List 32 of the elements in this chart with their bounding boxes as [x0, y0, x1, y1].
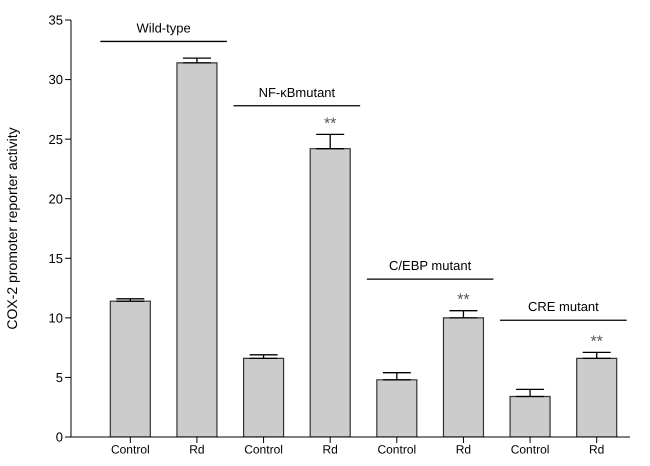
annotation: ** — [324, 115, 336, 132]
y-tick-label: 15 — [48, 250, 63, 266]
x-tick-label: Control — [377, 442, 416, 457]
y-tick-label: 35 — [48, 12, 63, 28]
x-tick-label: Control — [110, 442, 150, 457]
bar — [509, 396, 551, 437]
annotation: CRE mutant — [528, 299, 600, 314]
bar — [176, 62, 218, 437]
x-tick-label: Rd — [322, 442, 338, 457]
y-tick-label: 10 — [48, 310, 63, 326]
y-tick-label: 25 — [48, 132, 63, 147]
annotation: ** — [457, 292, 470, 309]
x-tick-label: Rd — [189, 442, 205, 457]
bar — [376, 379, 418, 437]
bar — [110, 300, 151, 437]
annotation: NF-κBmutant — [258, 84, 336, 100]
y-tick-label: 5 — [56, 370, 63, 386]
x-tick-label: Control — [510, 442, 550, 457]
bar — [310, 148, 351, 437]
x-tick-label: Rd — [456, 442, 472, 457]
bar — [442, 317, 484, 437]
annotation: Wild-type — [136, 20, 191, 36]
annotation: ** — [590, 333, 603, 350]
y-tick-label: 0 — [56, 430, 63, 445]
y-tick-label: 30 — [48, 72, 63, 88]
x-tick-label: Control — [244, 442, 283, 457]
annotation: C/EBP mutant — [389, 258, 472, 274]
y-tick-label: 20 — [48, 191, 63, 206]
y-axis-title: COX-2 promoter reporter activity — [4, 127, 20, 330]
bar — [242, 358, 284, 437]
bar — [576, 358, 618, 437]
x-tick-label: Rd — [589, 442, 604, 457]
